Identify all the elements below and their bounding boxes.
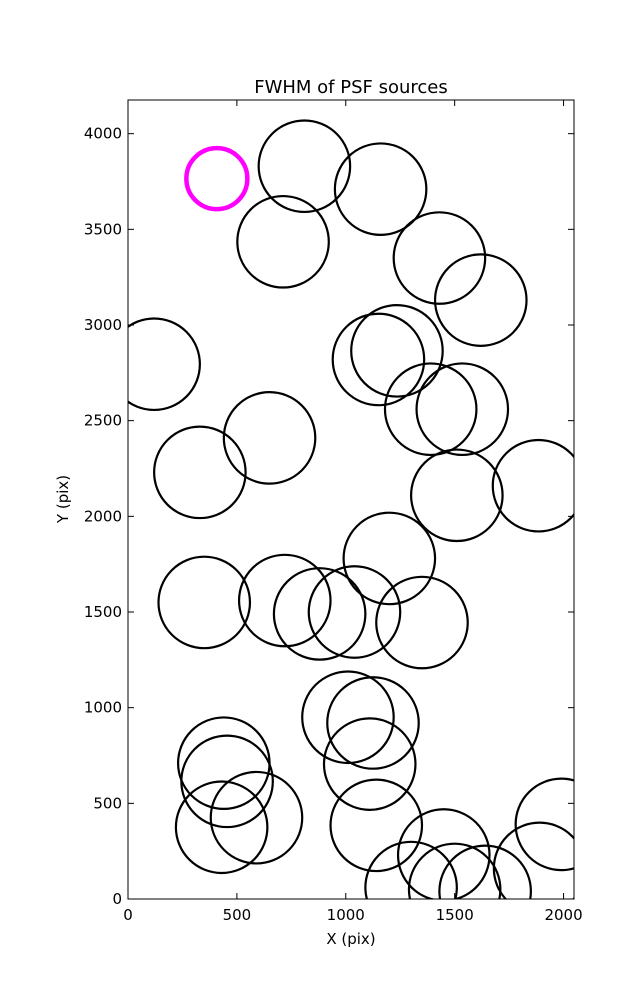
y-tick-label: 0 bbox=[112, 890, 122, 908]
y-tick-label: 1000 bbox=[84, 699, 122, 717]
x-tick-label: 500 bbox=[223, 906, 252, 924]
source-marker bbox=[174, 780, 269, 875]
source-marker bbox=[209, 770, 304, 865]
chart-title: FWHM of PSF sources bbox=[254, 77, 448, 98]
source-marker bbox=[375, 575, 469, 670]
x-tick-label: 1000 bbox=[327, 906, 365, 924]
y-tick-label: 2000 bbox=[84, 507, 122, 525]
source-marker bbox=[307, 565, 402, 659]
source-marker bbox=[514, 777, 574, 872]
highlight-source-marker bbox=[184, 145, 250, 212]
source-marker bbox=[176, 716, 271, 810]
source-marker bbox=[329, 778, 424, 873]
source-marker bbox=[492, 821, 574, 899]
source-marker bbox=[128, 317, 201, 412]
y-tick-label: 4000 bbox=[84, 125, 122, 143]
source-marker bbox=[301, 670, 395, 765]
y-tick-label: 3500 bbox=[84, 220, 122, 238]
source-marker bbox=[396, 808, 491, 899]
y-tick-label: 2500 bbox=[84, 412, 122, 430]
y-axis-label: Y (pix) bbox=[54, 475, 72, 524]
source-marker bbox=[342, 511, 437, 606]
source-marker bbox=[272, 567, 367, 661]
source-marker bbox=[257, 119, 352, 214]
source-marker bbox=[326, 676, 420, 770]
ticks-layer: 0 500 1000 1500 2000 0 500 1000 1500 2000 2500 3000… bbox=[84, 100, 583, 924]
source-marker bbox=[180, 734, 274, 829]
x-axis-label: X (pix) bbox=[326, 930, 375, 948]
source-marker bbox=[350, 304, 444, 398]
source-marker bbox=[392, 211, 487, 305]
source-marker bbox=[237, 553, 332, 648]
points-layer bbox=[128, 119, 574, 899]
source-marker bbox=[222, 391, 317, 485]
source-marker bbox=[410, 448, 504, 543]
source-marker bbox=[153, 425, 247, 520]
source-marker bbox=[433, 253, 528, 347]
source-marker bbox=[331, 312, 426, 407]
source-marker bbox=[383, 362, 478, 457]
source-marker bbox=[364, 840, 458, 899]
source-marker bbox=[491, 438, 574, 533]
source-marker bbox=[157, 555, 252, 650]
source-marker bbox=[333, 142, 428, 236]
y-tick-label: 500 bbox=[93, 794, 122, 812]
y-tick-label: 3000 bbox=[84, 316, 122, 334]
source-marker bbox=[415, 362, 510, 457]
source-marker bbox=[236, 194, 330, 289]
x-tick-label: 0 bbox=[123, 906, 133, 924]
source-marker bbox=[407, 842, 502, 899]
x-tick-label: 2000 bbox=[544, 906, 582, 924]
y-tick-label: 1500 bbox=[84, 603, 122, 621]
source-marker bbox=[322, 717, 417, 811]
x-tick-label: 1500 bbox=[436, 906, 474, 924]
source-marker bbox=[438, 844, 532, 899]
plot-frame bbox=[127, 99, 575, 900]
